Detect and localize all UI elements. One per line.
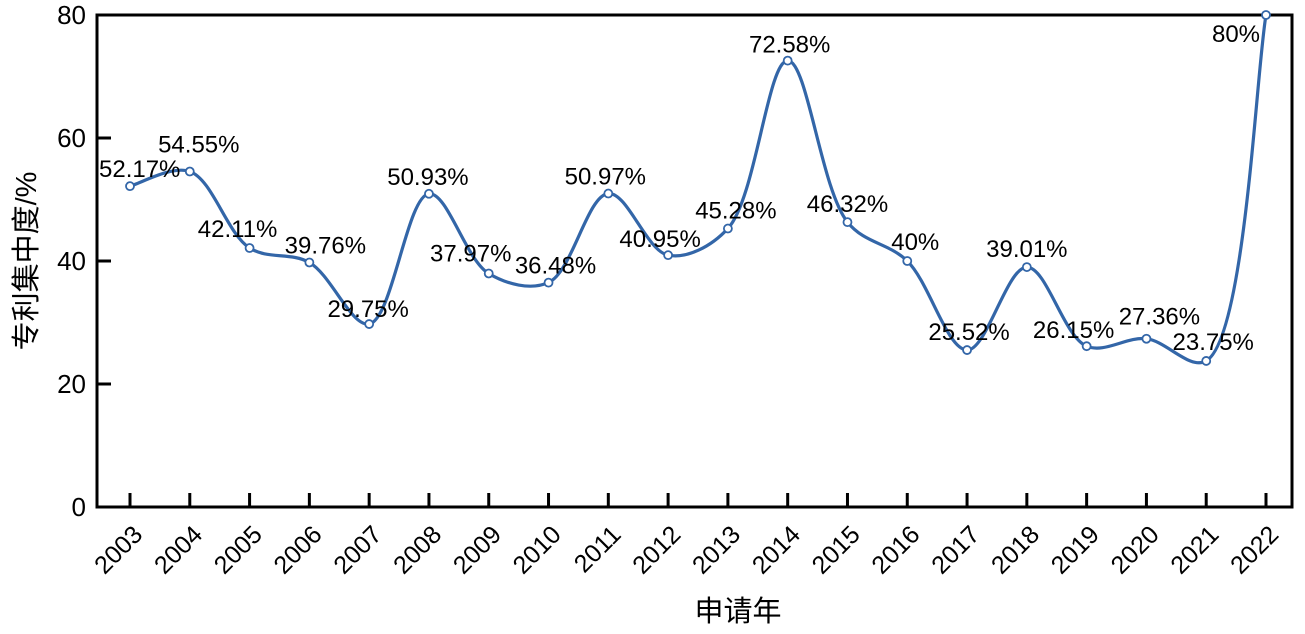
data-point-marker: [1021, 262, 1032, 272]
data-point-marker: [244, 243, 255, 253]
x-tick-label: 2022: [1225, 520, 1284, 579]
data-point-label: 40.95%: [619, 226, 700, 253]
y-tick-label: 80: [57, 0, 86, 30]
data-point-marker: [1081, 341, 1092, 352]
data-point-label: 23.75%: [1173, 329, 1254, 356]
x-axis-ticks: [128, 493, 1268, 507]
data-point-label: 26.15%: [1033, 317, 1114, 344]
data-point-marker: [663, 250, 674, 261]
x-tick-label: 2016: [866, 520, 925, 579]
data-point-marker: [125, 181, 135, 192]
x-tick-label: 2017: [926, 520, 985, 579]
data-point-label: 50.97%: [565, 164, 646, 191]
data-point-marker: [842, 217, 853, 228]
data-point-label: 27.36%: [1119, 304, 1200, 331]
y-tick-label: 20: [57, 369, 86, 399]
data-point-marker: [902, 256, 913, 266]
data-point-marker: [1201, 356, 1212, 366]
data-line: [128, 13, 1268, 365]
x-tick-label: 2018: [986, 520, 1045, 579]
data-point-label: 40%: [891, 229, 939, 256]
x-tick-label: 2004: [149, 520, 208, 579]
x-tick-label: 2014: [747, 520, 806, 579]
data-point-label: 50.93%: [387, 164, 468, 191]
data-point-label: 42.11%: [198, 216, 278, 243]
y-axis-title: 专利集中度/%: [10, 172, 43, 351]
y-tick-label: 40: [57, 246, 86, 276]
data-point-marker: [722, 223, 733, 234]
x-tick-label: 2012: [627, 520, 686, 579]
data-point-marker: [424, 188, 434, 199]
data-point-marker: [962, 345, 972, 355]
data-point-label: 45.28%: [695, 198, 776, 225]
y-tick-label: 60: [57, 123, 86, 153]
data-point-label: 80%: [1212, 21, 1260, 48]
data-point-label: 25.52%: [928, 319, 1009, 346]
data-point-labels: 52.17%54.55% 42.11% 39.76% 29.75% 50.93% 37.9…: [99, 21, 1260, 356]
data-point-marker: [1141, 333, 1152, 344]
data-point-label: 39.76%: [285, 232, 366, 259]
data-point-marker: [543, 277, 554, 288]
x-tick-label: 2013: [687, 520, 746, 579]
y-axis-ticks: [97, 13, 111, 509]
x-tick-label: 2019: [1046, 520, 1105, 579]
x-tick-label: 2011: [569, 520, 627, 578]
data-point-label: 46.32%: [807, 191, 888, 218]
x-axis-labels: 2003 2004 2005 2006 2007 2008 2009 2010 2011 2012…: [89, 520, 1284, 579]
data-point-label: 29.75%: [327, 296, 408, 323]
x-tick-label: 2008: [388, 520, 447, 579]
data-point-label: 52.17%: [99, 156, 180, 183]
x-tick-label: 2009: [448, 520, 507, 579]
data-point-marker: [1261, 10, 1271, 20]
data-point-marker: [364, 319, 375, 329]
data-point-label: 36.48%: [515, 253, 596, 280]
data-point-marker: [782, 55, 793, 66]
data-point-label: 37.97%: [430, 240, 511, 267]
x-tick-label: 2003: [89, 520, 148, 579]
data-point-label: 39.01%: [986, 236, 1067, 263]
x-tick-label: 2006: [268, 520, 327, 579]
x-tick-label: 2020: [1106, 520, 1165, 579]
data-point-marker: [603, 188, 614, 199]
data-point-marker: [304, 257, 315, 268]
data-point-label: 54.55%: [158, 132, 239, 159]
y-tick-label: 0: [72, 492, 86, 522]
data-point-marker: [483, 268, 494, 279]
data-markers: [125, 10, 1271, 366]
data-point-marker: [184, 166, 195, 177]
data-point-label: 72.58%: [749, 32, 830, 59]
series-curve: [128, 13, 1268, 365]
x-tick-label: 2015: [807, 520, 866, 579]
plot-area-border: [95, 13, 1294, 509]
y-axis-labels: 0 20 40 60 80: [57, 0, 86, 522]
x-tick-label: 2007: [328, 520, 387, 579]
x-axis-title: 申请年: [694, 595, 781, 628]
x-tick-label: 2005: [209, 520, 268, 579]
x-tick-label: 2021: [1165, 520, 1224, 579]
x-tick-label: 2010: [508, 520, 567, 579]
